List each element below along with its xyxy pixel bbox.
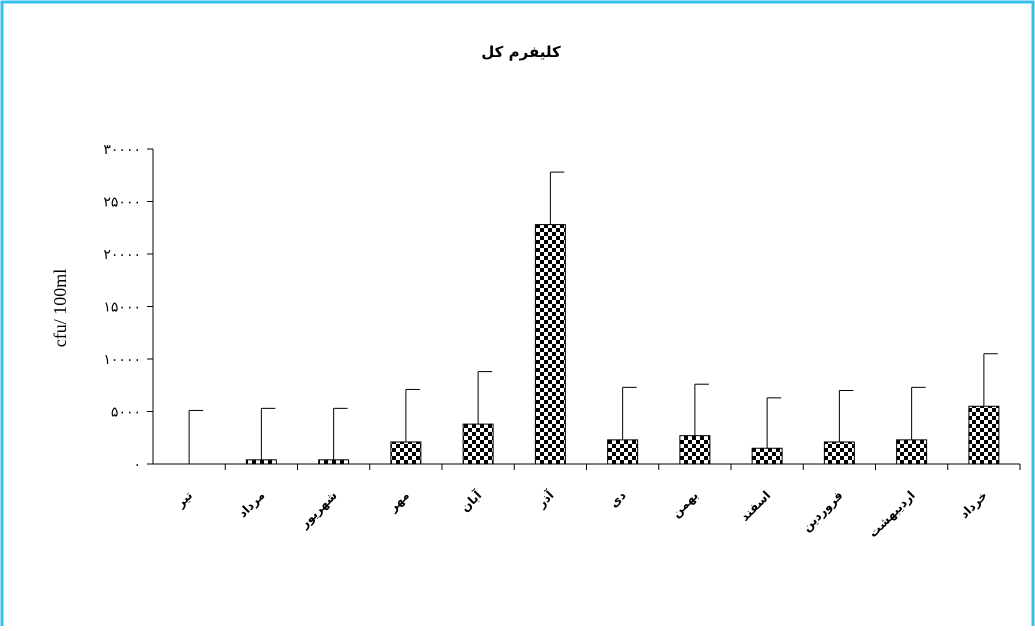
y-tick-label: ۳۰۰۰۰: [103, 142, 141, 158]
y-axis-label: cfu/ 100ml: [50, 269, 70, 348]
bar: [896, 439, 928, 465]
bar: [823, 441, 855, 465]
bar: [607, 439, 639, 465]
bar: [318, 459, 350, 465]
bar: [390, 441, 422, 465]
bar: [462, 423, 494, 465]
y-tick-label: ۲۵۰۰۰: [103, 195, 141, 211]
y-tick-label: ۰: [133, 457, 141, 473]
chart-title: کلیفرم کل: [481, 43, 561, 61]
y-tick-label: ۱۰۰۰۰: [103, 352, 141, 368]
y-tick-label: ۲۰۰۰۰: [103, 247, 141, 263]
bar: [679, 435, 711, 465]
bar: [751, 447, 783, 465]
bar: [245, 459, 277, 465]
y-tick-label: ۵۰۰۰: [111, 405, 141, 421]
bar: [534, 224, 566, 465]
y-tick-label: ۱۵۰۰۰: [103, 300, 141, 316]
bar: [968, 405, 1000, 465]
